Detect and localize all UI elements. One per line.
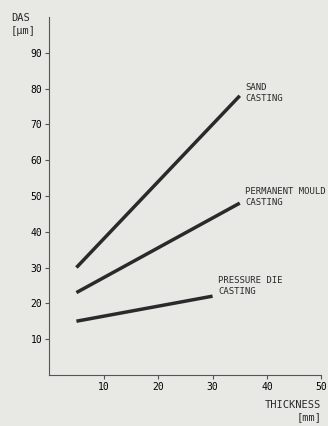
- Text: THICKNESS
[mm]: THICKNESS [mm]: [265, 400, 321, 422]
- Text: PRESSURE DIE
CASTING: PRESSURE DIE CASTING: [218, 276, 282, 296]
- Text: DAS
[μm]: DAS [μm]: [11, 14, 36, 36]
- Text: PERMANENT MOULD
CASTING: PERMANENT MOULD CASTING: [245, 187, 326, 207]
- Text: SAND
CASTING: SAND CASTING: [245, 83, 283, 103]
